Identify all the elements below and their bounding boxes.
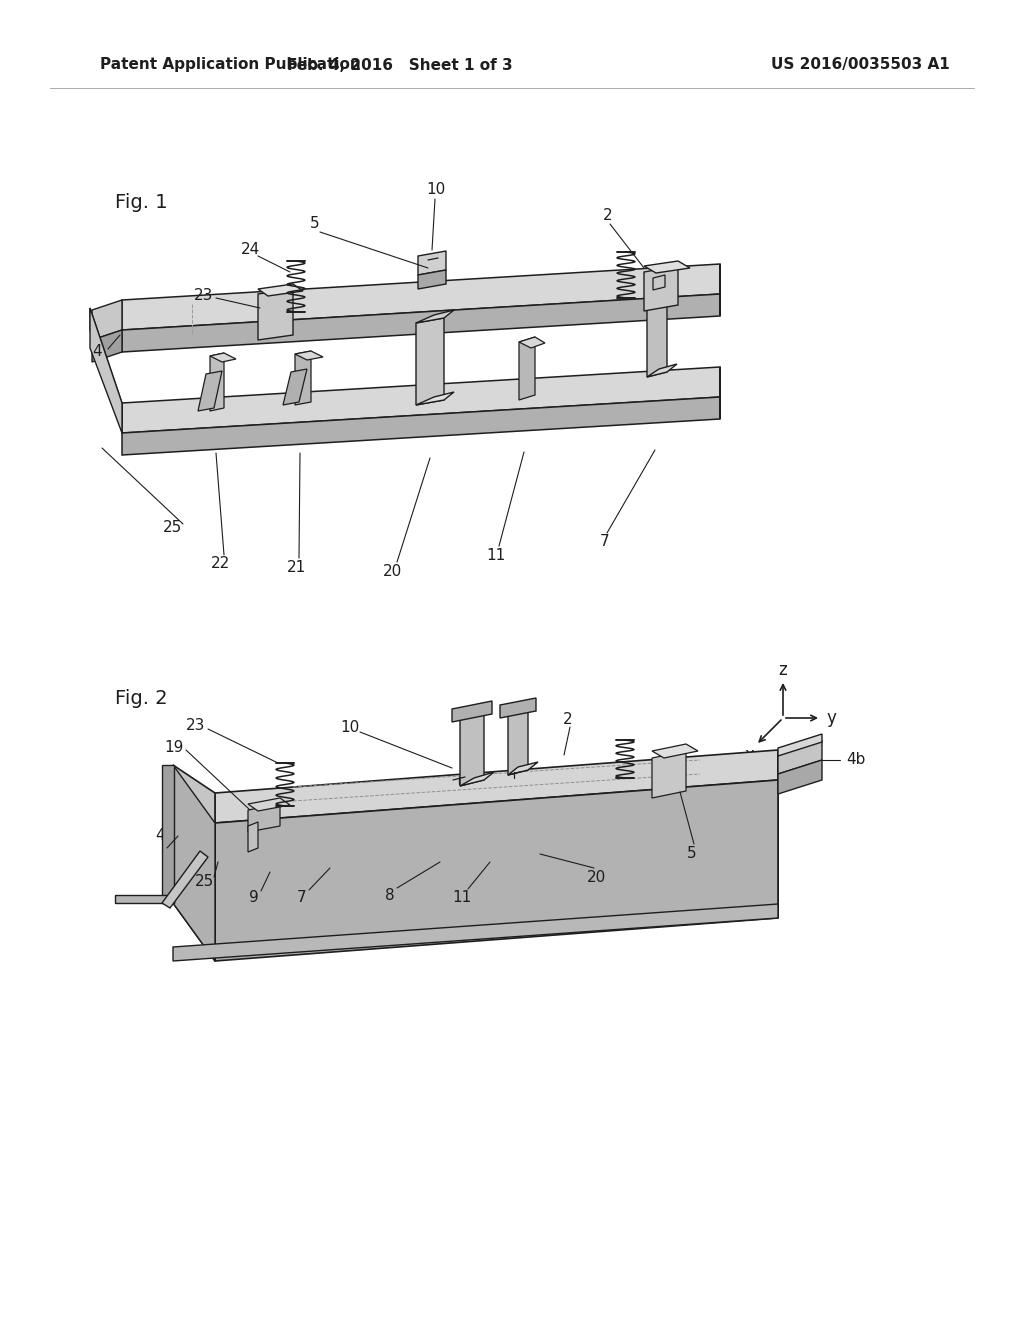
Polygon shape [653, 275, 665, 290]
Polygon shape [173, 766, 215, 961]
Polygon shape [416, 310, 454, 323]
Text: 4b: 4b [846, 752, 865, 767]
Polygon shape [248, 822, 258, 851]
Text: US 2016/0035503 A1: US 2016/0035503 A1 [771, 58, 949, 73]
Text: 23: 23 [186, 718, 206, 734]
Polygon shape [778, 741, 822, 774]
Polygon shape [162, 766, 174, 903]
Text: Fig. 2: Fig. 2 [115, 689, 168, 708]
Polygon shape [90, 308, 122, 425]
Polygon shape [508, 762, 538, 775]
Polygon shape [258, 284, 303, 296]
Polygon shape [418, 271, 446, 289]
Polygon shape [122, 294, 720, 352]
Polygon shape [295, 351, 311, 405]
Text: 2: 2 [603, 209, 612, 223]
Polygon shape [519, 337, 535, 400]
Polygon shape [652, 744, 698, 758]
Text: 21: 21 [287, 560, 305, 574]
Polygon shape [416, 392, 454, 405]
Polygon shape [778, 734, 822, 756]
Text: 5: 5 [687, 846, 696, 862]
Polygon shape [92, 330, 122, 362]
Text: x: x [744, 746, 754, 764]
Text: 4: 4 [92, 345, 101, 359]
Polygon shape [460, 704, 484, 785]
Polygon shape [248, 799, 290, 810]
Polygon shape [210, 352, 224, 411]
Text: 9: 9 [249, 891, 259, 906]
Polygon shape [210, 352, 236, 362]
Text: y: y [826, 709, 836, 727]
Text: z: z [778, 661, 787, 678]
Polygon shape [90, 308, 122, 433]
Text: 11: 11 [453, 891, 472, 906]
Polygon shape [452, 701, 492, 722]
Text: 11: 11 [486, 548, 506, 562]
Polygon shape [162, 851, 208, 908]
Polygon shape [215, 780, 778, 961]
Text: 4a: 4a [156, 829, 174, 843]
Polygon shape [647, 364, 677, 378]
Polygon shape [215, 750, 778, 822]
Polygon shape [122, 397, 720, 455]
Polygon shape [652, 751, 686, 799]
Polygon shape [283, 370, 307, 405]
Text: 8: 8 [385, 888, 395, 903]
Polygon shape [416, 318, 444, 405]
Polygon shape [173, 766, 215, 961]
Text: 10: 10 [340, 721, 359, 735]
Polygon shape [647, 290, 667, 378]
Text: 25: 25 [195, 874, 214, 890]
Text: 10: 10 [426, 182, 445, 198]
Polygon shape [508, 700, 528, 775]
Polygon shape [519, 337, 545, 348]
Text: 5: 5 [310, 216, 319, 231]
Polygon shape [778, 760, 822, 795]
Polygon shape [115, 895, 174, 903]
Polygon shape [258, 289, 293, 341]
Text: 23: 23 [195, 288, 214, 302]
Text: 19: 19 [164, 741, 183, 755]
Text: 22: 22 [210, 557, 229, 572]
Polygon shape [500, 698, 536, 718]
Polygon shape [173, 904, 778, 961]
Text: Feb. 4, 2016   Sheet 1 of 3: Feb. 4, 2016 Sheet 1 of 3 [287, 58, 513, 73]
Text: 25: 25 [163, 520, 181, 536]
Text: Patent Application Publication: Patent Application Publication [100, 58, 360, 73]
Text: Fig. 1: Fig. 1 [115, 193, 168, 211]
Polygon shape [248, 804, 280, 832]
Polygon shape [418, 251, 446, 275]
Text: 7: 7 [600, 535, 610, 549]
Polygon shape [122, 264, 720, 330]
Polygon shape [460, 772, 494, 785]
Polygon shape [295, 351, 323, 360]
Polygon shape [644, 261, 690, 273]
Text: 7: 7 [297, 891, 307, 906]
Polygon shape [92, 300, 122, 341]
Polygon shape [644, 267, 678, 312]
Text: 20: 20 [383, 565, 402, 579]
Text: 20: 20 [587, 870, 605, 886]
Polygon shape [122, 367, 720, 433]
Text: 24: 24 [241, 243, 260, 257]
Text: 2: 2 [563, 713, 572, 727]
Polygon shape [173, 793, 215, 961]
Polygon shape [198, 371, 222, 411]
